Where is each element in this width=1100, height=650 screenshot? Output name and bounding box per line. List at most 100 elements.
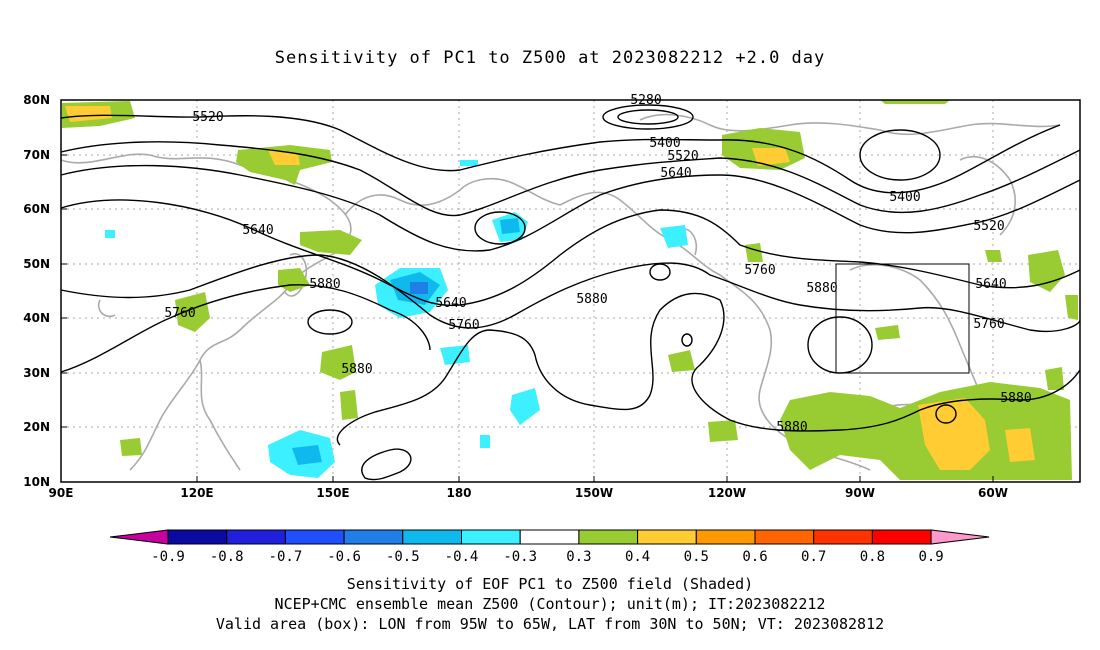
shade-positive — [65, 106, 112, 122]
valid-area-box — [835, 263, 970, 374]
shade-positive — [745, 243, 763, 262]
colorbar-label: 0.5 — [684, 549, 709, 565]
shade-positive — [175, 292, 210, 332]
colorbar-swatch — [578, 529, 639, 545]
caption-line-2: NCEP+CMC ensemble mean Z500 (Contour); u… — [274, 595, 826, 613]
lat-tick-label: 50N — [23, 257, 50, 271]
colorbar-right-arrow — [930, 529, 990, 545]
colorbar-swatch — [284, 529, 345, 545]
contour-label: 5880 — [576, 292, 607, 307]
colorbar-label: 0.7 — [801, 549, 826, 565]
shade-positive — [120, 438, 142, 456]
shade-positive — [1028, 250, 1065, 292]
contour-label: 5640 — [242, 223, 273, 238]
colorbar-left-arrow — [109, 529, 169, 545]
contour-label: 5520 — [192, 110, 223, 125]
colorbar-label: -0.7 — [269, 549, 303, 565]
caption-line-3: Valid area (box): LON from 95W to 65W, L… — [215, 615, 885, 633]
shade-negative — [660, 225, 688, 248]
contour-label: 5760 — [973, 317, 1004, 332]
lon-tick-label: 120W — [708, 486, 746, 500]
sensitivity-shading — [62, 100, 1078, 480]
shade-negative — [460, 160, 478, 166]
colorbar-swatch — [226, 529, 286, 545]
colorbar-swatch — [519, 529, 580, 545]
colorbar-label: -0.5 — [386, 549, 420, 565]
lat-tick-label: 40N — [23, 311, 50, 325]
lat-tick-label: 70N — [23, 148, 50, 162]
shade-negative — [410, 282, 428, 294]
map-frame — [60, 99, 1081, 483]
contour-label: 5760 — [164, 306, 195, 321]
z500-contours — [60, 104, 1081, 481]
contour-label: 5520 — [667, 149, 698, 164]
contour-label: 5400 — [889, 190, 920, 205]
colorbar-swatch — [167, 529, 228, 545]
contour-label: 5760 — [744, 263, 775, 278]
map-title: Sensitivity of PC1 to Z500 at 2023082212… — [274, 48, 826, 68]
contour-labels: 5280 5400 5520 5520 5640 5640 5760 5760 … — [164, 93, 1006, 435]
shade-negative — [292, 445, 322, 465]
shade-positive — [1005, 428, 1035, 462]
colorbar-label: -0.9 — [151, 549, 185, 565]
contour-label: 5520 — [973, 219, 1004, 234]
lon-tick-label: 150E — [316, 486, 349, 500]
contour-label: 5640 — [975, 277, 1006, 292]
shade-positive — [708, 420, 738, 442]
colorbar-swatch — [695, 529, 756, 545]
shade-positive — [875, 325, 900, 340]
shade-negative — [510, 388, 540, 425]
lat-tick-label: 30N — [23, 366, 50, 380]
contour-label: 5880 — [341, 362, 372, 377]
colorbar-label: 0.8 — [860, 549, 885, 565]
lon-tick-label: 90W — [845, 486, 875, 500]
lon-tick-label: 120E — [180, 486, 213, 500]
shade-positive — [340, 390, 358, 420]
colorbar-label: 0.9 — [918, 549, 943, 565]
colorbar-swatch — [343, 529, 404, 545]
contour-label: 5640 — [435, 296, 466, 311]
shade-positive — [880, 100, 950, 104]
contour-label: 5880 — [1000, 391, 1031, 406]
colorbar-swatch — [871, 529, 932, 545]
lat-tick-label: 80N — [23, 93, 50, 107]
colorbar-swatch — [461, 529, 521, 545]
colorbar-label: -0.4 — [445, 549, 479, 565]
colorbar-swatch — [754, 529, 815, 545]
longitude-labels: 90E 120E 150E 180 150W 120W 90W 60W — [49, 486, 1008, 500]
shade-positive — [268, 150, 300, 165]
shade-positive — [1045, 367, 1064, 390]
shade-positive — [320, 345, 356, 380]
colorbar-label: 0.3 — [566, 549, 591, 565]
latitude-labels: 80N 70N 60N 50N 40N 30N 20N 10N — [23, 93, 50, 489]
lon-tick-label: 150W — [575, 486, 613, 500]
shade-negative — [500, 218, 520, 234]
contour-label: 5400 — [649, 136, 680, 151]
contour-label: 5880 — [776, 420, 807, 435]
colorbar: -0.9 -0.8 -0.7 -0.6 -0.5 -0.4 -0.3 0.3 0.4 0.5 0.6… — [109, 529, 990, 565]
lat-tick-label: 10N — [23, 475, 50, 489]
colorbar-label: -0.8 — [210, 549, 244, 565]
colorbar-label: 0.6 — [742, 549, 767, 565]
colorbar-label: 0.4 — [625, 549, 650, 565]
shade-negative — [105, 230, 115, 238]
lon-tick-label: 180 — [446, 486, 471, 500]
shade-positive — [300, 230, 362, 255]
colorbar-swatch — [813, 529, 873, 545]
shade-positive — [985, 250, 1002, 262]
colorbar-label: -0.3 — [503, 549, 537, 565]
contour-label: 5760 — [448, 318, 479, 333]
colorbar-swatch — [402, 529, 462, 545]
captions: Sensitivity of EOF PC1 to Z500 field (Sh… — [0, 574, 1100, 634]
lon-tick-label: 60W — [978, 486, 1008, 500]
contour-label: 5880 — [309, 277, 340, 292]
tick-marks — [61, 99, 994, 483]
lat-tick-label: 20N — [23, 420, 50, 434]
caption-line-1: Sensitivity of EOF PC1 to Z500 field (Sh… — [346, 575, 754, 593]
colorbar-label: -0.6 — [327, 549, 361, 565]
shade-negative — [480, 435, 490, 448]
colorbar-swatch — [637, 529, 697, 545]
lon-tick-label: 90E — [49, 486, 74, 500]
shade-positive — [752, 148, 790, 166]
